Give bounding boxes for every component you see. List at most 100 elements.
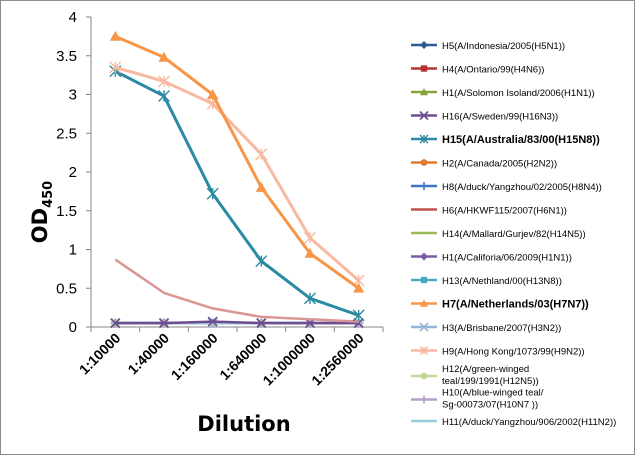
legend-swatch-marker: [419, 134, 429, 144]
legend: H5(A/Indonesia/2005(H5N1)) H4(A/Ontario/9…: [411, 41, 616, 428]
data-point: [255, 255, 268, 268]
y-axis-title: OD450: [28, 181, 56, 243]
legend-swatch-marker: [420, 159, 428, 166]
legend-item: H16(A/Sweden/99(H16N3)): [411, 110, 558, 123]
legend-label: H7(A/Netherlands/03(H7N7)): [442, 299, 589, 311]
series-line: [114, 258, 359, 323]
legend-item: H8(A/duck/Yangzhou/02/2005(H8N4)): [411, 182, 602, 193]
x-tick-label: 1:10000: [76, 330, 124, 378]
data-point: [304, 231, 316, 244]
data-point: [158, 318, 170, 329]
legend-swatch-marker: [419, 346, 429, 355]
series-14: [109, 61, 365, 287]
legend-item: H6(A/HKWF115/2007(H6N1)): [411, 206, 567, 217]
y-tick-label: 2.5: [56, 125, 77, 142]
y-tick-label: 2: [69, 164, 77, 181]
y-tick-label: 1.5: [56, 203, 77, 220]
y-tick-label: 3.5: [56, 48, 77, 65]
legend-label: H14(A/Mallard/Gurjev/82(H14N5)): [442, 229, 586, 240]
legend-label: H1(A/Solomon Isoland/2006(H1N1)): [442, 88, 595, 99]
series-18: [114, 258, 359, 323]
series-line: [115, 320, 359, 325]
legend-item: H14(A/Mallard/Gurjev/82(H14N5)): [411, 229, 586, 240]
legend-label-line: Sg-00073/07(H10N7 )): [442, 400, 538, 411]
data-point: [109, 61, 122, 74]
y-axis-title-main: OD: [28, 208, 52, 243]
y-tick-label: 4: [69, 9, 77, 26]
legend-swatch-marker: [420, 420, 428, 422]
legend-swatch-marker: [420, 372, 428, 380]
data-point: [158, 90, 170, 103]
x-tick-label: 1:2560000: [308, 330, 367, 389]
data-point: [158, 51, 170, 62]
data-point: [256, 318, 267, 329]
data-point: [158, 75, 170, 88]
data-point: [208, 322, 218, 325]
legend-swatch-marker: [420, 395, 428, 404]
legend-label: H4(A/Ontario/99(H4N6)): [442, 65, 544, 76]
series-line: [114, 69, 360, 317]
legend-item: H7(A/Netherlands/03(H7N7)): [411, 299, 589, 311]
legend-swatch-marker: [420, 299, 428, 307]
y-tick-label: 1: [69, 242, 77, 259]
data-point: [255, 148, 268, 161]
data-point: [255, 182, 267, 192]
legend-item: H3(A/Brisbane/2007(H3N2)): [411, 322, 561, 334]
y-axis-title-subscript: 450: [41, 181, 56, 208]
series-line: [114, 65, 360, 282]
data-point: [304, 247, 316, 258]
data-point: [110, 318, 121, 329]
legend-swatch-marker: [419, 322, 429, 332]
data-point: [352, 309, 365, 322]
x-axis-title: Dilution: [197, 412, 290, 436]
legend-item: H9(A/Hong Kong/1073/99(H9N2)): [411, 346, 585, 358]
data-point: [207, 316, 218, 327]
legend-item: H12(A/green-winged teal/199/1991(H12N5)): [411, 364, 539, 387]
legend-label: H16(A/Sweden/99(H16N3)): [442, 112, 558, 123]
y-tick-label: 0: [69, 319, 77, 336]
series-4: [110, 316, 364, 329]
legend-label: H9(A/Hong Kong/1073/99(H9N2)): [442, 347, 585, 358]
legend-swatch-marker: [420, 88, 428, 96]
series-12: [109, 30, 365, 293]
legend-item: H5(A/Indonesia/2005(H5N1)): [411, 41, 565, 52]
legend-swatch-marker: [420, 41, 428, 49]
series-group: [109, 30, 365, 329]
legend-item: H2(A/Canada/2005(H2N2)): [411, 159, 557, 170]
y-tick-label: 3: [69, 87, 77, 104]
legend-label: H11(A/duck/Yangzhou/906/2002(H11N2)): [442, 417, 616, 428]
legend-label-line: H10(A/blue-winged teal/: [442, 388, 544, 399]
legend-label: H1(A/Califoria/06/2009(H1N1)): [442, 253, 572, 264]
legend-swatch-marker: [420, 276, 428, 284]
x-tick-label: 1:160000: [168, 330, 221, 383]
legend-label: H13(A/Nethland/00(H13N8)): [442, 276, 562, 287]
data-point: [304, 292, 316, 305]
x-tick-label: 1:40000: [124, 330, 172, 378]
legend-item: H1(A/Califoria/06/2009(H1N1)): [411, 252, 572, 264]
data-point: [353, 318, 364, 329]
legend-label: H8(A/duck/Yangzhou/02/2005(H8N4)): [442, 182, 602, 193]
legend-item: H1(A/Solomon Isoland/2006(H1N1)): [411, 88, 595, 99]
legend-item: H13(A/Nethland/00(H13N8)): [411, 276, 562, 287]
legend-swatch-marker: [420, 182, 428, 190]
legend-label: H15(A/Australia/83/00(H15N8)): [442, 134, 600, 146]
data-point: [353, 282, 365, 293]
legend-item: H15(A/Australia/83/00(H15N8)): [411, 134, 600, 146]
legend-swatch-marker: [420, 252, 428, 261]
legend-label-line: H12(A/green-winged: [442, 364, 529, 375]
series-line: [114, 34, 360, 290]
legend-swatch-marker: [420, 65, 428, 72]
y-tick-label: 0.5: [56, 280, 77, 297]
legend-label: H2(A/Canada/2005(H2N2)): [442, 159, 557, 170]
legend-item: H10(A/blue-winged teal/Sg-00073/07(H10N7…: [411, 388, 544, 411]
legend-item: H4(A/Ontario/99(H4N6)): [411, 65, 544, 76]
data-point: [109, 30, 121, 41]
legend-label: H5(A/Indonesia/2005(H5N1)): [442, 41, 565, 52]
legend-swatch-marker: [419, 110, 429, 121]
legend-label: H12(A/green-winged teal/199/1991(H12N5)): [442, 364, 539, 387]
legend-label: H6(A/HKWF115/2007(H6N1)): [442, 206, 567, 217]
legend-swatch-marker: [420, 232, 428, 234]
legend-swatch-marker: [420, 208, 428, 211]
